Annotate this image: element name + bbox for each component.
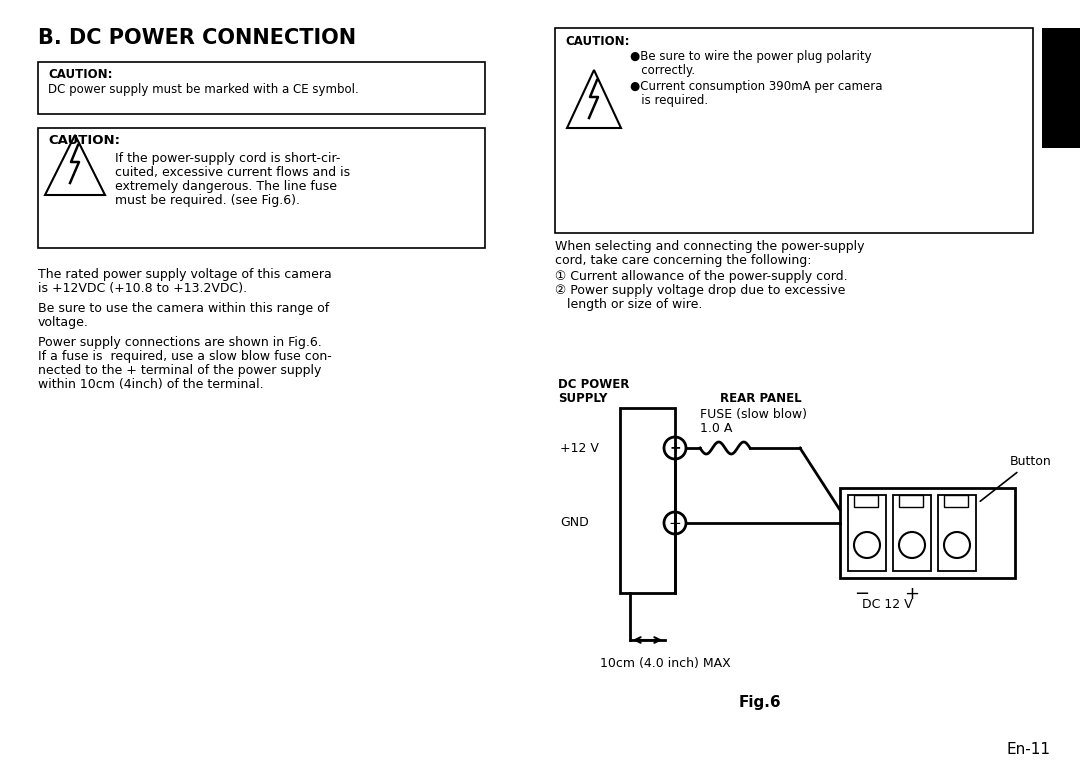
Text: length or size of wire.: length or size of wire. xyxy=(555,298,702,311)
Text: is +12VDC (+10.8 to +13.2VDC).: is +12VDC (+10.8 to +13.2VDC). xyxy=(38,282,247,295)
Bar xyxy=(854,495,878,507)
Bar xyxy=(939,495,976,571)
Text: cuited, excessive current flows and is: cuited, excessive current flows and is xyxy=(114,166,350,179)
Text: When selecting and connecting the power-supply: When selecting and connecting the power-… xyxy=(555,240,864,253)
Text: is required.: is required. xyxy=(630,94,708,107)
Text: Button: Button xyxy=(981,455,1052,501)
Text: Be sure to use the camera within this range of: Be sure to use the camera within this ra… xyxy=(38,302,329,315)
Bar xyxy=(893,495,931,571)
Text: If a fuse is  required, use a slow blow fuse con-: If a fuse is required, use a slow blow f… xyxy=(38,350,332,363)
Text: −: − xyxy=(669,516,681,531)
Text: DC 12 V: DC 12 V xyxy=(862,598,913,611)
Text: extremely dangerous. The line fuse: extremely dangerous. The line fuse xyxy=(114,180,337,193)
Text: CAUTION:: CAUTION: xyxy=(48,68,112,81)
Text: The rated power supply voltage of this camera: The rated power supply voltage of this c… xyxy=(38,268,332,281)
Text: correctly.: correctly. xyxy=(630,64,696,77)
Text: GND: GND xyxy=(561,516,589,529)
Text: B. DC POWER CONNECTION: B. DC POWER CONNECTION xyxy=(38,28,356,48)
Bar xyxy=(840,488,1015,578)
Bar xyxy=(38,128,485,248)
Text: nected to the + terminal of the power supply: nected to the + terminal of the power su… xyxy=(38,364,322,377)
Text: ① Current allowance of the power-supply cord.: ① Current allowance of the power-supply … xyxy=(555,270,848,283)
Text: DC power supply must be marked with a CE symbol.: DC power supply must be marked with a CE… xyxy=(48,83,359,96)
Text: DC POWER: DC POWER xyxy=(558,378,630,391)
Text: +: + xyxy=(670,441,680,455)
Text: REAR PANEL: REAR PANEL xyxy=(720,392,801,405)
Text: within 10cm (4inch) of the terminal.: within 10cm (4inch) of the terminal. xyxy=(38,378,264,391)
Bar xyxy=(555,28,1032,233)
Text: voltage.: voltage. xyxy=(38,316,89,329)
Text: cord, take care concerning the following:: cord, take care concerning the following… xyxy=(555,254,811,267)
Bar xyxy=(1042,28,1080,148)
Bar xyxy=(899,495,923,507)
Text: −: − xyxy=(854,585,869,603)
Text: CAUTION:: CAUTION: xyxy=(565,35,630,48)
Text: CAUTION:: CAUTION: xyxy=(48,134,120,147)
Text: If the power-supply cord is short-cir-: If the power-supply cord is short-cir- xyxy=(114,152,340,165)
Text: SUPPLY: SUPPLY xyxy=(558,392,607,405)
Text: FUSE (slow blow): FUSE (slow blow) xyxy=(700,408,807,421)
Text: must be required. (see Fig.6).: must be required. (see Fig.6). xyxy=(114,194,300,207)
Text: En-11: En-11 xyxy=(1005,742,1050,757)
Text: 1.0 A: 1.0 A xyxy=(700,422,732,435)
Bar xyxy=(848,495,886,571)
Bar xyxy=(38,62,485,114)
Text: Fig.6: Fig.6 xyxy=(739,695,781,710)
Bar xyxy=(944,495,968,507)
Text: ●Current consumption 390mA per camera: ●Current consumption 390mA per camera xyxy=(630,80,882,93)
Text: ② Power supply voltage drop due to excessive: ② Power supply voltage drop due to exces… xyxy=(555,284,846,297)
Text: Power supply connections are shown in Fig.6.: Power supply connections are shown in Fi… xyxy=(38,336,322,349)
Text: +: + xyxy=(905,585,919,603)
Text: +12 V: +12 V xyxy=(561,441,599,454)
Bar xyxy=(620,408,675,593)
Text: 10cm (4.0 inch) MAX: 10cm (4.0 inch) MAX xyxy=(600,657,731,670)
Text: ●Be sure to wire the power plug polarity: ●Be sure to wire the power plug polarity xyxy=(630,50,872,63)
